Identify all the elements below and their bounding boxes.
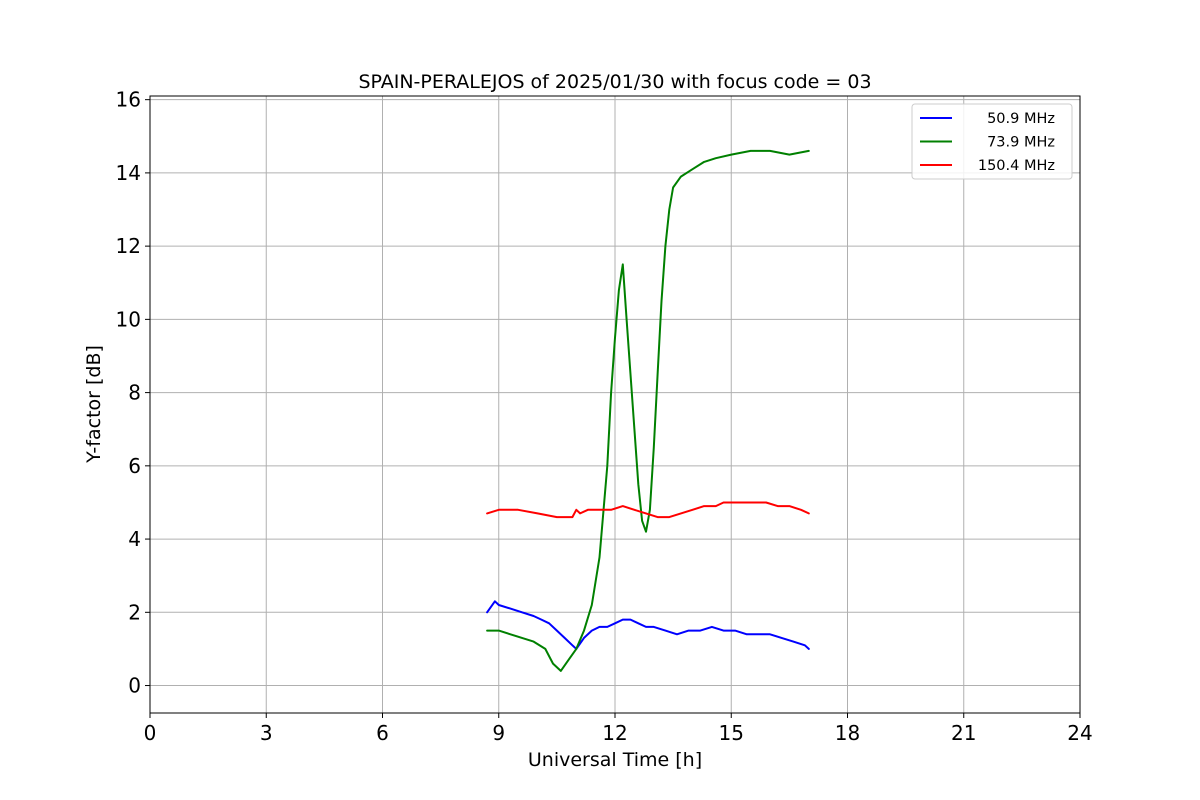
y-tick-label: 0 <box>128 674 141 698</box>
y-tick-label: 12 <box>116 234 141 258</box>
legend-label-2: 150.4 MHz <box>978 158 1055 174</box>
y-tick-label: 10 <box>116 307 141 331</box>
series-line-1 <box>486 149 810 672</box>
x-tick-label: 24 <box>1067 721 1092 745</box>
y-tick-label: 4 <box>128 527 141 551</box>
legend-box <box>911 103 1073 180</box>
series-line-2 <box>486 501 810 519</box>
x-tick-label: 18 <box>835 721 860 745</box>
legend: 50.9 MHz 73.9 MHz 150.4 MHz <box>911 103 1073 180</box>
legend-label-1: 73.9 MHz <box>987 135 1055 151</box>
x-tick-label: 12 <box>602 721 627 745</box>
x-tick-label: 15 <box>719 721 744 745</box>
y-axis-label: Y-factor [dB] <box>83 345 105 464</box>
chart-title: SPAIN-PERALEJOS of 2025/01/30 with focus… <box>358 71 871 93</box>
x-tick-label: 9 <box>492 721 505 745</box>
y-tick-label: 14 <box>116 161 141 185</box>
y-tick-label: 16 <box>116 88 141 112</box>
y-tick-label: 6 <box>128 454 141 478</box>
y-tick-label: 8 <box>128 381 141 405</box>
legend-label-0: 50.9 MHz <box>987 111 1055 127</box>
series-line-0 <box>486 600 810 650</box>
x-tick-label: 6 <box>376 721 389 745</box>
x-tick-label: 0 <box>144 721 157 745</box>
x-axis-label: Universal Time [h] <box>528 749 702 771</box>
plot-area <box>486 149 810 672</box>
x-tick-label: 3 <box>260 721 273 745</box>
x-tick-label: 21 <box>951 721 976 745</box>
y-tick-label: 2 <box>128 600 141 624</box>
